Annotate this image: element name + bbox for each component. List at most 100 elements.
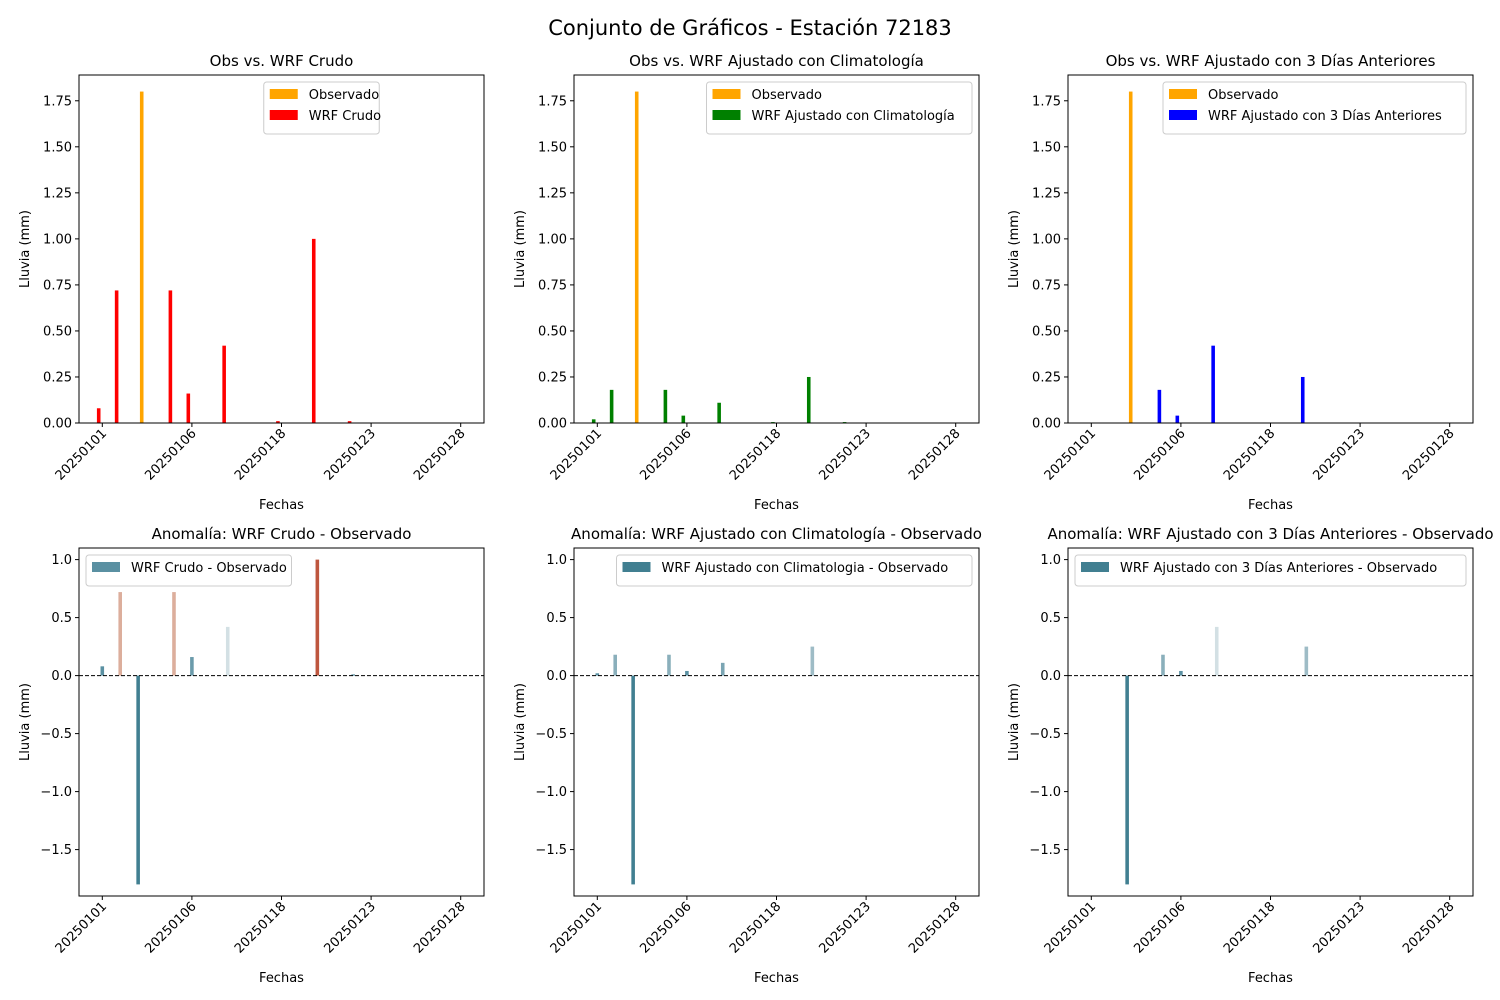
y-tick-label: 0.25 — [43, 370, 72, 385]
bar-s1-20250101-x4 — [1161, 654, 1165, 676]
bar-s2-20250101-x5 — [681, 415, 686, 423]
x-tick-label: 20250123 — [817, 899, 874, 956]
x-tick-label: 20250106 — [142, 899, 199, 956]
bar-s2-20250101-x4 — [663, 389, 668, 423]
x-tick-label: 20250128 — [1400, 899, 1457, 956]
bar-s1-20250101-x7 — [225, 626, 230, 676]
y-tick-label: 1.50 — [538, 140, 567, 155]
bar-s1-20250101-x2 — [139, 91, 144, 423]
x-tick-label: 20250128 — [906, 899, 963, 956]
bar-s2-20250101-x12 — [311, 238, 316, 423]
legend-label: WRF Crudo — [309, 109, 381, 124]
x-tick-label: 20250106 — [637, 426, 694, 483]
legend-label: Observado — [1208, 88, 1279, 103]
y-tick-label: 0.25 — [538, 370, 567, 385]
y-tick-label: 1.00 — [43, 232, 72, 247]
y-tick-label: 1.0 — [546, 553, 567, 568]
bar-s1-20250101-x2 — [631, 675, 635, 885]
legend-swatch — [1169, 110, 1197, 120]
y-tick-label: 1.25 — [43, 186, 72, 201]
x-tick-label: 20250106 — [637, 899, 694, 956]
bar-s1-20250101-x7 — [720, 662, 725, 676]
bar-s2-20250101-x5 — [1175, 415, 1180, 423]
x-axis-label: Fechas — [754, 971, 799, 986]
y-tick-label: 0.50 — [43, 324, 72, 339]
legend: WRF Ajustado con 3 Días Anteriores - Obs… — [1074, 554, 1467, 587]
legend: Observado WRF Crudo — [263, 81, 381, 135]
x-axis-label: Fechas — [259, 498, 304, 513]
legend-swatch — [712, 89, 741, 99]
x-axis-label: Fechas — [754, 498, 799, 513]
subplot-6: Anomalía: WRF Ajustado con 3 Días Anteri… — [1007, 525, 1494, 986]
y-tick-label: 0.00 — [43, 417, 72, 432]
legend-box — [616, 554, 973, 587]
bar-s2-20250101-x7 — [1211, 345, 1215, 423]
bar-s1-20250101-x0 — [595, 673, 600, 676]
y-tick-label: −1.5 — [1029, 843, 1061, 858]
y-tick-label: 1.00 — [538, 232, 567, 247]
x-tick-label: 20250118 — [727, 426, 784, 483]
y-tick-label: 1.25 — [1032, 186, 1061, 201]
x-tick-label: 20250123 — [322, 426, 379, 483]
bar-s1-20250101-x1 — [118, 592, 122, 676]
legend-label: WRF Ajustado con 3 Días Anteriores - Obs… — [1120, 561, 1437, 576]
bar-s2-20250101-x4 — [168, 290, 173, 423]
x-tick-label: 20250128 — [906, 426, 963, 483]
x-tick-label: 20250123 — [322, 899, 379, 956]
y-tick-label: 1.75 — [1032, 94, 1061, 109]
y-tick-label: −0.5 — [40, 727, 72, 742]
y-tick-label: −1.0 — [1029, 785, 1061, 800]
y-tick-label: 1.25 — [538, 186, 567, 201]
bar-s2-20250101-x0 — [591, 419, 596, 423]
legend: Observado WRF Ajustado con Climatología — [706, 81, 973, 135]
bar-s2-20250101-x5 — [186, 393, 191, 423]
bar-s1-20250101-x5 — [1179, 670, 1183, 676]
y-tick-label: 0.5 — [1040, 611, 1061, 626]
bar-s1-20250101-x2 — [634, 91, 639, 423]
x-axis-label: Fechas — [259, 971, 304, 986]
legend-swatch — [269, 89, 298, 99]
legend: WRF Ajustado con Climatologia - Observad… — [616, 554, 973, 587]
bar-s2-20250101-x12 — [1300, 376, 1305, 423]
subplot-2: Obs vs. WRF Ajustado con Climatología 0.0… — [513, 52, 980, 513]
legend-label: WRF Ajustado con Climatologia - Observad… — [662, 561, 949, 576]
subplot-5: Anomalía: WRF Ajustado con Climatología … — [513, 525, 982, 986]
y-tick-label: 0.25 — [1032, 370, 1061, 385]
y-tick-label: 0.00 — [538, 417, 567, 432]
x-tick-label: 20250128 — [411, 426, 468, 483]
legend-label: Observado — [752, 88, 823, 103]
legend-box — [706, 81, 973, 135]
y-tick-label: 0.75 — [1032, 278, 1061, 293]
bar-s1-20250101-x1 — [613, 654, 617, 676]
bar-s1-20250101-x0 — [100, 666, 105, 676]
y-axis-label: Lluvia (mm) — [513, 683, 528, 761]
bar-s2-20250101-x10 — [276, 421, 280, 423]
x-tick-label: 20250123 — [1311, 899, 1368, 956]
x-tick-label: 20250118 — [727, 899, 784, 956]
y-tick-label: 0.75 — [43, 278, 72, 293]
y-tick-label: 1.50 — [1032, 140, 1061, 155]
legend: WRF Crudo - Observado — [85, 554, 292, 587]
bar-s2-20250101-x7 — [222, 345, 226, 423]
y-tick-label: 1.0 — [1040, 553, 1061, 568]
x-tick-label: 20250128 — [411, 899, 468, 956]
x-tick-label: 20250118 — [1221, 899, 1278, 956]
legend-swatch — [1081, 562, 1109, 572]
legend-swatch — [92, 562, 120, 572]
bar-s1-20250101-x5 — [685, 670, 689, 676]
x-axis-label: Fechas — [1248, 498, 1293, 513]
subplot-title: Obs vs. WRF Ajustado con 3 Días Anterior… — [1106, 52, 1436, 70]
subplot-4: Anomalía: WRF Crudo - Observado −1.5 −1.0 −… — [18, 525, 485, 986]
y-tick-label: −1.0 — [535, 785, 567, 800]
y-tick-label: 0.0 — [51, 669, 72, 684]
subplot-3: Obs vs. WRF Ajustado con 3 Días Anterior… — [1007, 52, 1474, 513]
x-tick-label: 20250118 — [232, 426, 289, 483]
y-tick-label: 1.50 — [43, 140, 72, 155]
y-tick-label: 0.75 — [538, 278, 567, 293]
legend-box — [1162, 81, 1467, 135]
bar-s1-20250101-x12 — [1304, 646, 1309, 676]
legend-label: WRF Crudo - Observado — [131, 561, 287, 576]
bar-s2-20250101-x0 — [96, 408, 101, 423]
bar-s1-20250101-x4 — [667, 654, 671, 676]
y-tick-label: 1.0 — [51, 553, 72, 568]
